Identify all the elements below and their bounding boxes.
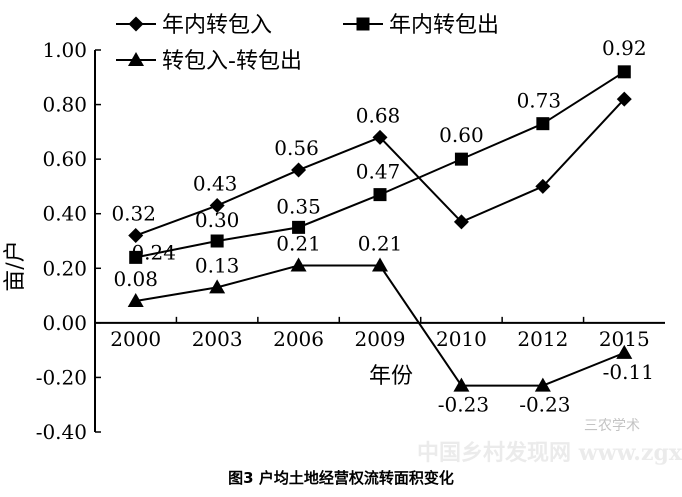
square-marker xyxy=(373,188,387,202)
data-label: 0.73 xyxy=(517,89,562,113)
legend-item: 年内转包入 xyxy=(116,13,272,38)
square-marker xyxy=(356,17,370,31)
square-marker xyxy=(292,220,306,234)
legend-label: 年内转包出 xyxy=(389,13,499,38)
data-label: -0.11 xyxy=(603,360,654,384)
triangle-marker xyxy=(372,257,388,272)
square-marker xyxy=(210,234,224,248)
data-label: -0.23 xyxy=(438,393,489,417)
x-axis-title: 年份 xyxy=(369,364,413,389)
diamond-marker xyxy=(128,228,144,244)
data-label: 0.56 xyxy=(274,136,319,160)
x-tick-label: 2003 xyxy=(192,327,243,351)
y-tick-label: 0.80 xyxy=(42,93,87,117)
series-diamond xyxy=(128,91,632,244)
triangle-marker xyxy=(128,52,144,66)
data-label: 0.30 xyxy=(195,208,240,232)
y-tick-label: 0.00 xyxy=(42,311,87,335)
triangle-marker xyxy=(290,257,307,272)
data-label: 0.68 xyxy=(356,103,401,127)
data-label: 0.13 xyxy=(195,253,240,277)
x-tick-label: 2012 xyxy=(517,327,568,351)
x-tick-label: 2010 xyxy=(436,327,487,351)
triangle-marker xyxy=(616,344,633,359)
data-label: 0.21 xyxy=(358,232,403,256)
legend-label: 年内转包入 xyxy=(162,13,272,38)
axes xyxy=(94,50,665,432)
diamond-marker xyxy=(209,198,225,214)
watermark-label: 三农学术 xyxy=(584,418,640,434)
data-label: 0.21 xyxy=(276,232,321,256)
data-label: -0.23 xyxy=(519,393,570,417)
triangle-marker xyxy=(534,377,551,392)
data-label: 0.35 xyxy=(276,194,321,218)
triangle-marker xyxy=(453,377,470,392)
watermark-site: 中国乡村发现网 www.zgxcfx.com xyxy=(417,440,682,466)
y-tick-label: 0.60 xyxy=(42,147,87,171)
diamond-marker xyxy=(128,16,144,32)
diamond-marker xyxy=(291,162,307,178)
y-axis-title: 亩/户 xyxy=(3,240,28,291)
diamond-marker xyxy=(453,214,469,230)
legend-item: 转包入-转包出 xyxy=(116,49,302,74)
y-tick-label: 0.40 xyxy=(42,202,87,226)
data-label: 0.92 xyxy=(602,36,647,60)
data-label: 0.60 xyxy=(439,123,484,147)
x-tick-label: 2000 xyxy=(110,327,161,351)
y-tick-label: -0.40 xyxy=(36,420,87,444)
square-marker xyxy=(617,65,631,79)
y-tick-label: 0.20 xyxy=(42,256,87,280)
legend-item: 年内转包出 xyxy=(343,13,499,38)
legend-label: 转包入-转包出 xyxy=(162,49,302,74)
triangle-marker xyxy=(209,279,226,294)
data-labels: 0.32 0.43 0.56 0.68 0.24 0.30 0.35 0.47 0.60 0.73… xyxy=(111,36,653,417)
triangle-marker xyxy=(127,293,144,308)
data-label: 0.43 xyxy=(193,172,238,196)
data-label: 0.08 xyxy=(113,267,158,291)
y-tick-label: -0.20 xyxy=(36,365,87,389)
square-marker xyxy=(129,250,143,264)
diamond-marker xyxy=(372,129,388,145)
x-axis-ticks: 2000 2003 2006 2009 2010 2012 2015 xyxy=(110,316,650,351)
watermark: 三农学术 中国乡村发现网 www.zgxcfx.com xyxy=(417,418,682,466)
figure-caption: 图3 户均土地经营权流转面积变化 xyxy=(228,469,454,487)
diamond-marker xyxy=(616,91,632,107)
x-tick-label: 2009 xyxy=(355,327,406,351)
x-tick-label: 2006 xyxy=(273,327,324,351)
square-marker xyxy=(536,117,550,131)
series-triangle xyxy=(127,257,633,392)
data-label: 0.24 xyxy=(131,240,176,264)
square-marker xyxy=(454,152,468,166)
y-axis-ticks: 1.00 0.80 0.60 0.40 0.20 0.00 -0.20 -0.40 xyxy=(36,38,101,444)
diamond-marker xyxy=(535,178,551,194)
data-label: 0.32 xyxy=(111,202,156,226)
y-tick-label: 1.00 xyxy=(42,38,87,62)
data-label: 0.47 xyxy=(356,160,401,184)
series-layer xyxy=(127,65,633,392)
series-square xyxy=(129,65,631,264)
